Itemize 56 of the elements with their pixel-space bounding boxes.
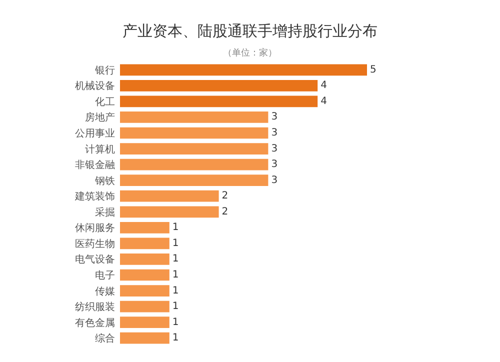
- data-label: 5: [370, 64, 376, 76]
- data-label: 3: [271, 112, 278, 123]
- data-label: 1: [172, 332, 179, 344]
- bar: [120, 238, 170, 250]
- bar: [120, 285, 170, 296]
- data-label: 1: [172, 238, 179, 249]
- y-tick-label: 钢铁: [94, 174, 115, 187]
- bar: [120, 254, 170, 265]
- bar: [120, 174, 268, 186]
- data-label: 1: [172, 222, 179, 234]
- y-tick-label: 化工: [95, 96, 115, 108]
- data-label: 1: [172, 316, 179, 328]
- data-label: 2: [222, 206, 228, 218]
- y-tick-label: 医药生物: [75, 238, 115, 250]
- data-label: 4: [320, 96, 327, 107]
- y-tick-label: 银行: [94, 65, 115, 76]
- data-label: 3: [271, 159, 278, 170]
- y-tick-label: 有色金属: [75, 316, 115, 329]
- y-tick-label: 建筑装饰: [74, 190, 115, 203]
- data-label: 3: [271, 128, 278, 138]
- bar: [120, 64, 367, 76]
- bar: [120, 300, 170, 312]
- y-tick-label: 房地产: [85, 112, 115, 124]
- data-label: 4: [320, 80, 327, 92]
- bar: [120, 80, 318, 92]
- y-tick-label: 综合: [95, 332, 115, 345]
- y-tick-label: 纺织服装: [75, 301, 115, 314]
- data-label: 1: [172, 301, 179, 312]
- y-tick-label: 电子: [95, 270, 115, 282]
- bar: [120, 316, 170, 328]
- bar: [120, 143, 268, 154]
- y-tick-label: 采掘: [95, 206, 115, 218]
- data-label: 3: [271, 143, 278, 154]
- bar: [120, 96, 318, 108]
- y-tick-label: 电气设备: [75, 254, 115, 266]
- data-label: 1: [172, 285, 179, 296]
- data-label: 1: [172, 254, 179, 265]
- data-label: 3: [271, 174, 278, 186]
- y-tick-label: 计算机: [85, 143, 115, 156]
- y-tick-label: 机械设备: [75, 80, 115, 92]
- y-tick-label: 非银金融: [75, 159, 115, 172]
- y-tick-label: 公用事业: [75, 128, 115, 140]
- bar: [120, 158, 268, 170]
- chart-title: 产业资本、陆股通联手增持股行业分布: [122, 22, 378, 40]
- bar: [120, 190, 219, 202]
- bar: [120, 332, 170, 344]
- chart-subtitle: （单位：家）: [223, 48, 277, 59]
- bar: [120, 269, 170, 281]
- bar: [120, 222, 170, 234]
- data-label: 1: [172, 270, 179, 280]
- bar: [120, 127, 268, 139]
- bar: [120, 206, 219, 218]
- y-tick-label: 传媒: [95, 286, 115, 298]
- y-tick-label: 休闲服务: [75, 222, 115, 234]
- data-label: 2: [222, 190, 228, 202]
- bar: [120, 112, 268, 123]
